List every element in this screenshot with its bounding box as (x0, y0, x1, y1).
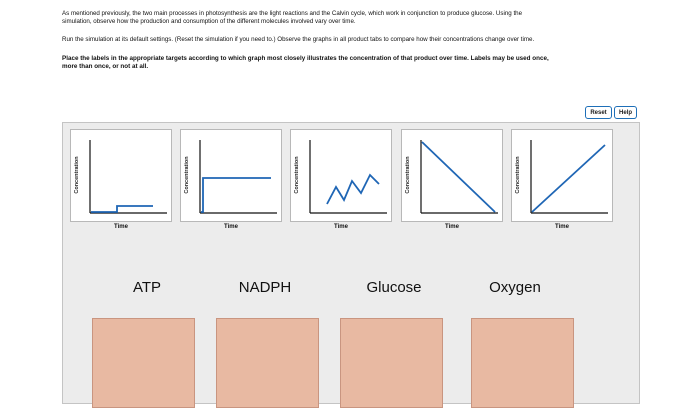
label-atp[interactable]: ATP (132, 279, 162, 296)
graph-3-plot (309, 140, 387, 214)
graph-2: Concentration (180, 129, 282, 222)
graph-2-plot (199, 140, 277, 214)
drop-target-2[interactable] (216, 318, 319, 408)
graph-2-curve (201, 177, 271, 213)
graph-5: Concentration (511, 129, 613, 222)
graph-5-plot (530, 140, 608, 214)
graph-5-curve (531, 144, 606, 213)
graph-3-xlabel: Time (334, 224, 348, 230)
graph-4-curve (421, 141, 496, 213)
graph-4-xlabel: Time (445, 224, 459, 230)
drop-target-4[interactable] (471, 318, 574, 408)
graph-3: Concentration (290, 129, 392, 222)
label-nadph[interactable]: NADPH (238, 279, 292, 296)
graph-1-curve (91, 205, 153, 213)
drop-target-1[interactable] (92, 318, 195, 408)
instruction-line-5: more than once, or not at all. (62, 63, 149, 70)
instruction-line-3: Run the simulation at its default settin… (62, 36, 535, 43)
graph-5-xlabel: Time (555, 224, 569, 230)
instruction-line-4: Place the labels in the appropriate targ… (62, 55, 549, 62)
instruction-line-1: As mentioned previously, the two main pr… (62, 10, 523, 17)
graph-4: Concentration (401, 129, 503, 222)
graph-3-curve (326, 173, 380, 205)
help-button[interactable]: Help (614, 106, 637, 119)
graph-2-xlabel: Time (224, 224, 238, 230)
reset-button[interactable]: Reset (585, 106, 612, 119)
graph-4-plot (420, 140, 498, 214)
drop-target-3[interactable] (340, 318, 443, 408)
label-oxygen[interactable]: Oxygen (489, 279, 541, 296)
graph-1-xlabel: Time (114, 224, 128, 230)
graph-1-plot (89, 140, 167, 214)
graph-1: Concentration (70, 129, 172, 222)
instruction-line-2: simulation, observe how the production a… (62, 18, 356, 25)
label-glucose[interactable]: Glucose (366, 279, 422, 296)
